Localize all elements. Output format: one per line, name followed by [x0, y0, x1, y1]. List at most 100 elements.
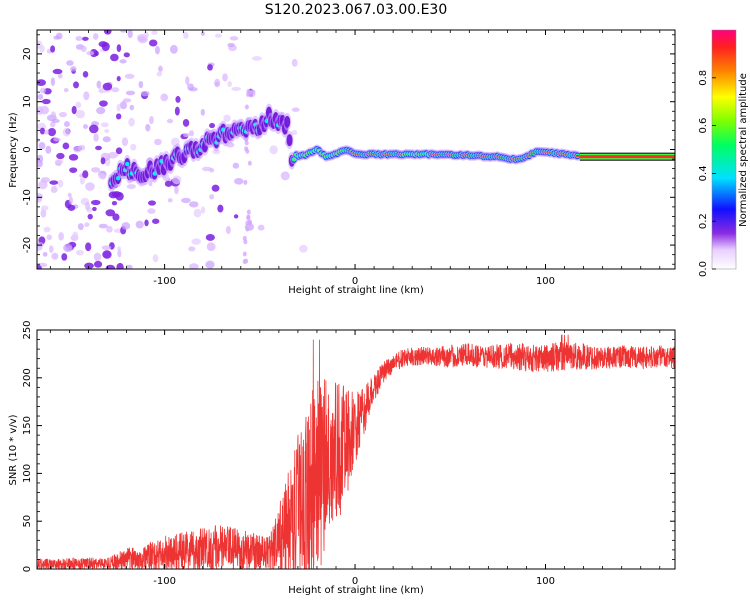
colorbar-tick-label: 0.0 [698, 261, 709, 277]
noise-blob [116, 44, 122, 52]
noise-blob [121, 222, 131, 230]
noise-blob [50, 77, 56, 87]
noise-blob [200, 31, 205, 37]
noise-blob [189, 130, 195, 137]
noise-blob [37, 106, 44, 115]
noise-blob [57, 73, 63, 79]
noise-blob [81, 36, 89, 41]
noise-blob [291, 129, 298, 135]
noise-blob [92, 206, 97, 212]
noise-blob [181, 197, 191, 204]
noise-blob [152, 218, 160, 224]
noise-blob [206, 242, 216, 252]
noise-blob [52, 68, 63, 75]
noise-blob [116, 76, 121, 82]
x-tick-label: 0 [352, 276, 358, 287]
noise-blob [245, 148, 250, 154]
noise-blob [149, 39, 158, 47]
y-tick-label: -20 [22, 237, 33, 253]
noise-blob [214, 78, 221, 88]
y-tick-label: 150 [22, 416, 33, 435]
noise-blob [100, 122, 109, 128]
noise-blob [75, 249, 84, 256]
noise-blob [205, 233, 215, 241]
noise-blob [106, 225, 113, 233]
snr-panel: -100 0 100 0 50 100 150 200 250 Height of strai… [8, 320, 676, 596]
noise-blob [299, 244, 308, 253]
noise-blob [257, 224, 265, 231]
noise-blob [200, 108, 205, 116]
noise-blob [43, 226, 51, 233]
noise-blob [54, 159, 64, 165]
noise-blob [227, 81, 232, 87]
noise-blob [172, 175, 182, 185]
noise-blob [82, 70, 89, 78]
noise-blob [41, 205, 49, 211]
noise-blob [144, 219, 149, 227]
noise-blob [49, 121, 56, 128]
noise-blob [63, 121, 70, 128]
snr-y-axis: 0 50 100 150 200 250 [22, 320, 675, 572]
noise-blob [37, 244, 43, 251]
noise-blob [66, 60, 74, 66]
noise-blob [40, 208, 47, 218]
noise-blob [93, 260, 103, 268]
noise-blob [73, 81, 80, 89]
noise-blob [127, 30, 133, 39]
y-tick-label: 50 [22, 515, 33, 528]
noise-blob [122, 98, 132, 103]
noise-blob [48, 245, 54, 253]
noise-blob [160, 93, 169, 102]
noise-blob [246, 215, 251, 221]
noise-blob [191, 238, 201, 245]
noise-blob [96, 80, 102, 89]
noise-blob [202, 166, 213, 172]
snr-series-line [37, 334, 675, 569]
noise-blob [174, 185, 179, 195]
noise-blob [68, 154, 79, 161]
noise-blob [56, 152, 65, 160]
noise-blob [209, 194, 215, 200]
noise-blob [119, 59, 127, 64]
noise-blob [175, 95, 181, 103]
y-tick-label: 0 [22, 146, 33, 152]
noise-blob [140, 90, 150, 97]
ridge-blob [284, 115, 291, 128]
noise-blob [51, 252, 59, 260]
colorbar-gradient [712, 30, 736, 269]
noise-blob [37, 79, 46, 87]
noise-blob [147, 208, 156, 214]
noise-blob [102, 136, 111, 143]
noise-blob [42, 251, 48, 257]
noise-blob [96, 107, 106, 115]
noise-blob [231, 86, 242, 92]
noise-blob [152, 254, 159, 263]
noise-blob [145, 123, 151, 132]
noise-blob [233, 214, 239, 219]
noise-blob [269, 145, 278, 155]
x-tick-label: 100 [536, 576, 555, 587]
y-tick-label: 20 [22, 48, 33, 61]
noise-blob [115, 192, 124, 201]
noise-blob [243, 239, 248, 245]
noise-blob [75, 109, 86, 119]
noise-blob [98, 223, 108, 229]
x-tick-label: 0 [352, 576, 358, 587]
snr-x-axis: -100 0 100 [49, 330, 661, 587]
noise-blob [211, 184, 220, 192]
x-tick-label: 100 [536, 276, 555, 287]
ridge-blob [286, 134, 293, 147]
noise-blob [280, 171, 290, 181]
noise-blob [68, 196, 73, 205]
colorbar-frame [711, 29, 737, 270]
noise-blob [102, 250, 112, 259]
colorbar-label: Normalized spectral amplitude [738, 73, 749, 227]
noise-blob [123, 52, 130, 58]
colorbar-tick-label: 0.4 [698, 165, 709, 181]
noise-blob [182, 31, 189, 39]
noise-blob [67, 192, 72, 198]
noise-blob [170, 44, 178, 54]
noise-blob [189, 87, 198, 92]
noise-blob [244, 258, 249, 264]
noise-blob [38, 141, 46, 150]
